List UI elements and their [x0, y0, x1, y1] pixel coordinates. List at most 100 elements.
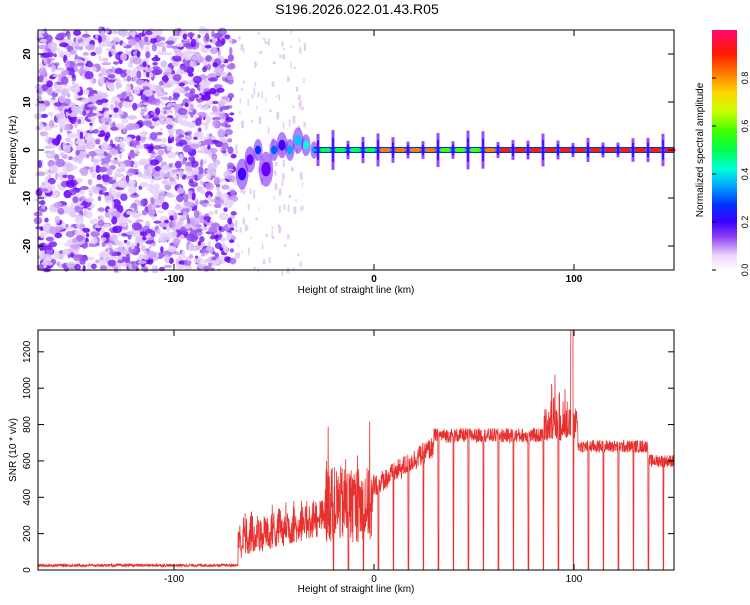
noise-blob [214, 198, 225, 205]
noise-blob [63, 243, 72, 247]
noise-blob [95, 259, 100, 264]
spectrogram-y-tick-label: 10 [22, 96, 33, 108]
noise-blob [200, 45, 205, 53]
noise-blob [176, 27, 182, 34]
noise-blob [92, 78, 97, 84]
noise-blob [38, 103, 47, 112]
noise-blob [208, 77, 218, 82]
noise-blob [217, 49, 221, 57]
colorbar-label: Normalized spectral amplitude [695, 82, 706, 217]
noise-blob [164, 254, 170, 264]
noise-blob [227, 217, 233, 225]
noise-blob [229, 257, 237, 265]
noise-blob [85, 141, 96, 150]
noise-blob [79, 150, 85, 158]
noise-blob [161, 201, 169, 210]
noise-speck [298, 103, 302, 107]
noise-blob [166, 124, 173, 130]
noise-blob [105, 242, 114, 246]
signal-spike-core [437, 139, 439, 161]
noise-blob [151, 117, 158, 122]
noise-speck [242, 216, 244, 224]
noise-blob [186, 121, 191, 127]
noise-blob [81, 227, 91, 233]
noise-blob [103, 110, 110, 119]
noise-blob [201, 202, 207, 208]
noise-blob [207, 144, 211, 150]
noise-speck [273, 195, 275, 200]
noise-blob [107, 259, 117, 267]
noise-blob [219, 106, 223, 112]
noise-blob [90, 263, 97, 270]
noise-blob [153, 220, 162, 224]
noise-blob [57, 32, 67, 38]
noise-blob [76, 135, 81, 141]
noise-speck [298, 106, 301, 110]
noise-blob [128, 152, 136, 159]
signal-hot-segment [380, 148, 391, 152]
noise-blob [152, 68, 162, 76]
noise-blob [190, 103, 194, 112]
noise-speck [300, 206, 302, 212]
noise-blob [150, 111, 155, 116]
noise-blob [165, 44, 173, 49]
noise-blob [193, 166, 200, 175]
noise-speck [271, 230, 273, 239]
noise-blob [97, 35, 102, 44]
snr-series-line [37, 329, 675, 570]
noise-blob [134, 150, 141, 154]
noise-blob [136, 242, 140, 248]
noise-speck [271, 81, 275, 87]
noise-blob [76, 177, 83, 183]
noise-blob [108, 148, 119, 156]
noise-blob [152, 66, 160, 70]
noise-blob [71, 86, 81, 94]
noise-blob [221, 105, 230, 110]
noise-blob [180, 207, 190, 214]
noise-speck [303, 43, 306, 51]
noise-blob [178, 134, 185, 138]
noise-blob [143, 250, 148, 255]
noise-blob [163, 110, 167, 114]
noise-speck [250, 119, 253, 123]
noise-blob [164, 117, 172, 125]
noise-blob [193, 218, 201, 223]
noise-blob [39, 226, 44, 232]
signal-hot-segment [500, 148, 511, 152]
noise-blob [230, 211, 237, 216]
noise-blob [158, 81, 164, 86]
noise-blob [225, 117, 234, 123]
noise-blob [227, 146, 234, 155]
colorbar-tick-label: 0.2 [740, 216, 750, 229]
noise-blob [49, 120, 55, 128]
noise-blob [143, 120, 153, 127]
noise-blob [177, 254, 187, 259]
noise-blob [207, 162, 218, 171]
snr-frame [37, 329, 675, 571]
noise-blob [46, 80, 53, 88]
noise-blob [199, 236, 205, 243]
noise-speck [271, 226, 274, 229]
noise-blob [150, 172, 161, 178]
noise-blob [176, 187, 185, 194]
noise-blob [39, 123, 44, 131]
signal-hot-segment [425, 148, 436, 152]
noise-blob [112, 37, 120, 43]
noise-speck [272, 61, 276, 64]
noise-blob [38, 44, 48, 50]
noise-speck [287, 204, 290, 212]
noise-speck [287, 76, 290, 82]
noise-blob [184, 102, 189, 108]
noise-blob [178, 171, 183, 174]
noise-blob [132, 171, 136, 175]
noise-blob [101, 237, 107, 242]
noise-blob [171, 55, 182, 62]
noise-blob [113, 107, 119, 113]
noise-speck [269, 109, 272, 113]
noise-blob [228, 175, 236, 183]
noise-blob [134, 88, 141, 95]
noise-blob [197, 34, 201, 39]
noise-blob [139, 181, 149, 188]
noise-speck [251, 94, 254, 99]
